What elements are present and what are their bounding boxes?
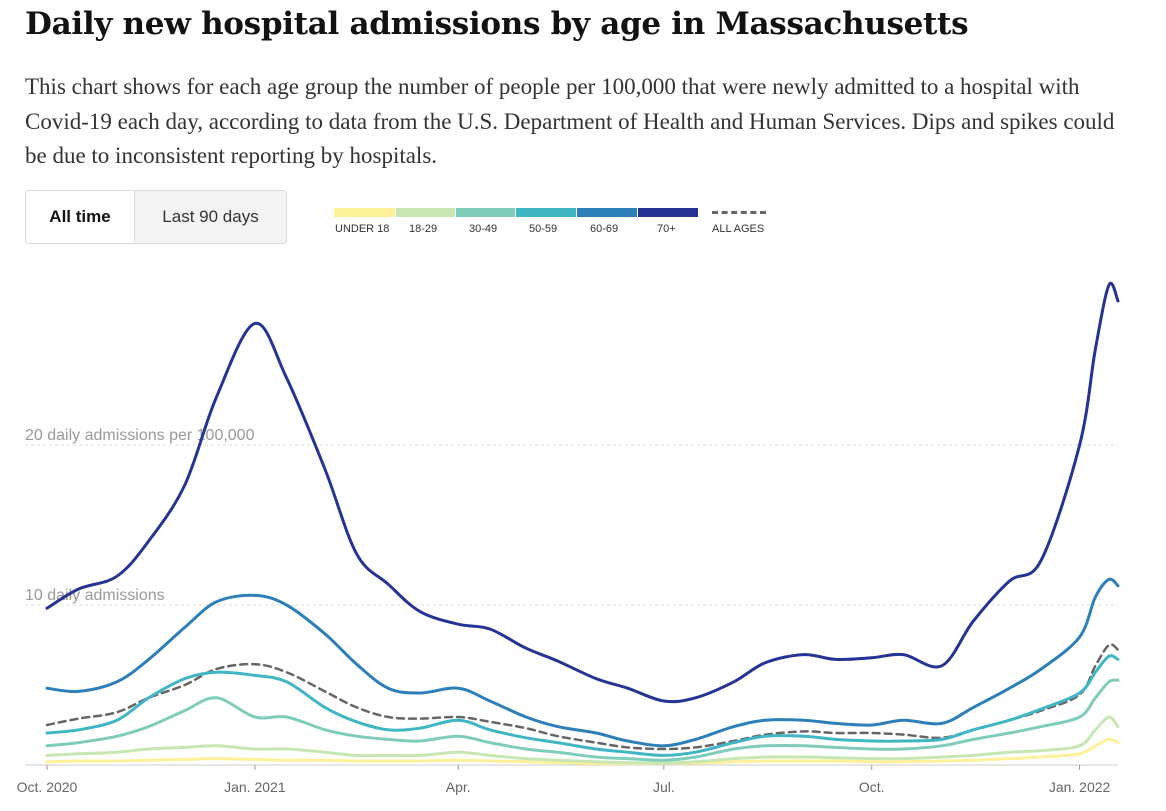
legend-label-30-49: 30-49 [469,223,498,235]
time-range-toggle: All time Last 90 days [25,190,287,244]
legend-swatch-50-59 [516,208,576,217]
legend-swatch-60-69 [577,208,637,217]
legend-label-18-29: 18-29 [409,223,438,235]
legend-label-all-ages: ALL AGES [712,223,765,235]
legend-label-50-59: 50-59 [529,223,558,235]
legend-item-under-18: UNDER 18 [334,208,395,235]
series-line-all-ages [45,643,1120,751]
x-tick-label: Jan. 2021 [224,779,286,795]
legend-dash-all-ages [712,211,766,214]
series-line-60-69 [45,577,1120,748]
all-time-button[interactable]: All time [26,191,135,243]
chart-subtitle: This chart shows for each age group the … [25,74,1115,168]
x-tick-label: Oct. 2020 [17,779,78,795]
legend-label-under-18: UNDER 18 [335,223,390,235]
x-tick-label: Oct. [859,779,885,795]
legend-label-70-plus: 70+ [657,223,676,235]
legend-swatch-under-18 [334,208,395,217]
x-tick-label: Jul. [653,779,675,795]
last-90-days-button[interactable]: Last 90 days [135,191,286,243]
series-line-70-plus [45,281,1120,704]
legend-item-70-plus: 70+ [638,208,698,235]
legend-item-18-29: 18-29 [396,208,455,235]
series-line-50-59 [45,654,1120,757]
x-tick-label: Jan. 2022 [1049,779,1111,795]
legend-item-50-59: 50-59 [516,208,576,235]
series-line-18-29 [45,715,1120,765]
y-tick-label: 10 daily admissions [25,587,165,604]
series-line-30-49 [45,678,1120,762]
chart-title: Daily new hospital admissions by age in … [25,6,969,42]
y-tick-label: 20 daily admissions per 100,000 [25,427,255,444]
legend-item-30-49: 30-49 [456,208,515,235]
legend-swatch-18-29 [396,208,455,217]
legend-item-60-69: 60-69 [577,208,637,235]
legend-swatch-30-49 [456,208,515,217]
x-tick-label: Apr. [446,779,471,795]
legend-label-60-69: 60-69 [590,223,619,235]
legend-swatch-70-plus [638,208,698,217]
